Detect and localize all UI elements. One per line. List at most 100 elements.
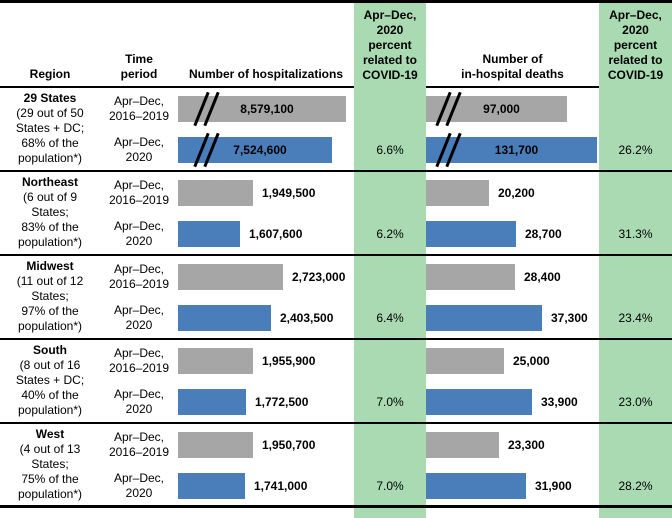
time-period-label: Apr–Dec, 2016–2019 (108, 261, 170, 291)
deaths-value-label: 97,000 (483, 101, 520, 116)
header-row: Region Time period Number of hospitaliza… (0, 0, 672, 88)
hosp-covid-pct-value: 7.0% (376, 478, 404, 493)
deaths-bar-2016-2019 (426, 179, 489, 206)
deaths-value-label: 37,300 (551, 310, 588, 325)
deaths-covid-pct-cell: 23.0% (599, 340, 672, 422)
group-row-midwest: Midwest (11 out of 12 States; 97% of the … (0, 256, 672, 340)
hosp-value-label: 1,772,500 (255, 394, 309, 409)
time-period-cell: Apr–Dec, 2016–2019 Apr–Dec, 2020 (100, 88, 178, 170)
time-period-label: Apr–Dec, 2020 (113, 134, 165, 164)
hosp-bar-2016-2019: 8,579,100 (178, 91, 346, 126)
time-period-label: Apr–Dec, 2020 (113, 218, 165, 248)
deaths-bar-2020 (426, 472, 526, 499)
region-cell-south: South (8 out of 16 States + DC; 40% of th… (0, 340, 100, 422)
hosp-bar-2020 (178, 388, 246, 415)
deaths-value-label: 28,400 (524, 269, 561, 284)
deaths-value-label: 25,000 (513, 353, 550, 368)
deaths-bar-cell: 28,400 37,300 (426, 256, 599, 338)
region-note: (29 out of 50 States + DC; 68% of the po… (15, 106, 85, 165)
deaths-covid-pct-value: 23.4% (618, 310, 653, 325)
group-row-northeast: Northeast (6 out of 9 States; 83% of the … (0, 172, 672, 256)
time-period-label: Apr–Dec, 2020 (113, 386, 165, 416)
region-name: Midwest (26, 259, 74, 273)
covid-pct-deaths-column-band (599, 0, 672, 518)
region-cell-midwest: Midwest (11 out of 12 States; 97% of the … (0, 256, 100, 338)
region-note: (6 out of 9 States; 83% of the populatio… (17, 190, 83, 249)
region-name: West (35, 427, 65, 441)
region-note: (4 out of 13 States; 75% of the populati… (17, 442, 83, 501)
time-period-cell: Apr–Dec, 2016–2019 Apr–Dec, 2020 (100, 172, 178, 254)
time-period-label: Apr–Dec, 2016–2019 (108, 93, 170, 123)
deaths-covid-pct-cell: 31.3% (599, 172, 672, 254)
hosp-value-label: 2,403,500 (280, 310, 334, 325)
deaths-bar-cell: 20,200 28,700 (426, 172, 599, 254)
hosp-bar-cell: 1,950,700 1,741,000 (178, 424, 354, 506)
deaths-value-label: 28,700 (525, 226, 562, 241)
region-cell-west: West (4 out of 13 States; 75% of the popu… (0, 424, 100, 506)
hosp-bar-2020: 7,524,600 (178, 132, 332, 167)
deaths-bar-cell: 23,300 31,900 (426, 424, 599, 506)
time-period-label: Apr–Dec, 2020 (113, 302, 165, 332)
hosp-bar-cell: 1,949,500 1,607,600 (178, 172, 354, 254)
hosp-covid-pct-cell: 7.0% (354, 424, 426, 506)
hosp-covid-pct-value: 6.2% (376, 226, 404, 241)
hosp-bar-2020 (178, 472, 245, 499)
deaths-value-label: 131,700 (494, 142, 539, 157)
hosp-bar-cell: 8,579,100 7,524,600 (178, 88, 354, 170)
time-period-label: Apr–Dec, 2016–2019 (108, 177, 170, 207)
hosp-value-label: 2,723,000 (292, 269, 346, 284)
hosp-covid-pct-cell: 6.2% (354, 172, 426, 254)
deaths-value-label: 23,300 (508, 437, 545, 452)
hosp-covid-pct-cell: 6.6% (354, 88, 426, 170)
hosp-value-label: 1,950,700 (262, 437, 316, 452)
region-cell-29-states: 29 States (29 out of 50 States + DC; 68% … (0, 88, 100, 170)
group-row-south: South (8 out of 16 States + DC; 40% of th… (0, 340, 672, 424)
hosp-covid-pct-value: 6.6% (376, 142, 404, 157)
region-name: 29 States (23, 91, 77, 105)
hosp-value-label: 1,949,500 (262, 185, 316, 200)
deaths-value-label: 31,900 (535, 478, 572, 493)
time-period-cell: Apr–Dec, 2016–2019 Apr–Dec, 2020 (100, 256, 178, 338)
hosp-covid-pct-value: 7.0% (376, 394, 404, 409)
header-region: Region (0, 3, 100, 88)
deaths-covid-pct-value: 31.3% (618, 226, 653, 241)
header-covid-pct-deaths: Apr–Dec, 2020 percent related to COVID-1… (607, 8, 664, 82)
header-deaths: Number of in-hospital deaths (426, 3, 599, 88)
hosp-bar-2020 (178, 304, 271, 331)
time-period-cell: Apr–Dec, 2016–2019 Apr–Dec, 2020 (100, 424, 178, 506)
time-period-label: Apr–Dec, 2016–2019 (108, 429, 170, 459)
deaths-bar-2016-2019 (426, 347, 504, 374)
time-period-label: Apr–Dec, 2016–2019 (108, 345, 170, 375)
deaths-bar-2020 (426, 388, 532, 415)
time-period-label: Apr–Dec, 2020 (113, 470, 165, 500)
hosp-covid-pct-cell: 7.0% (354, 340, 426, 422)
hosp-bar-cell: 2,723,000 2,403,500 (178, 256, 354, 338)
hosp-bar-cell: 1,955,900 1,772,500 (178, 340, 354, 422)
deaths-value-label: 33,900 (541, 394, 578, 409)
deaths-value-label: 20,200 (498, 185, 535, 200)
deaths-bar-cell: 25,000 33,900 (426, 340, 599, 422)
deaths-bar-2020: 131,700 (426, 132, 597, 167)
hosp-value-label: 1,955,900 (262, 353, 316, 368)
deaths-covid-pct-cell: 26.2% (599, 88, 672, 170)
deaths-covid-pct-value: 28.2% (618, 478, 653, 493)
region-note: (8 out of 16 States + DC; 40% of the pop… (15, 358, 85, 417)
deaths-bar-cell: 97,000 131,700 (426, 88, 599, 170)
deaths-covid-pct-cell: 28.2% (599, 424, 672, 506)
region-name: Northeast (21, 175, 78, 189)
hosp-bar-2016-2019 (178, 263, 283, 290)
hosp-bar-2016-2019 (178, 179, 253, 206)
region-cell-northeast: Northeast (6 out of 9 States; 83% of the … (0, 172, 100, 254)
hosp-value-label: 7,524,600 (233, 142, 287, 157)
hosp-covid-pct-cell: 6.4% (354, 256, 426, 338)
deaths-bar-2016-2019 (426, 263, 515, 290)
hosp-value-label: 1,607,600 (249, 226, 303, 241)
deaths-bar-2020 (426, 220, 516, 247)
hosp-bar-2016-2019 (178, 347, 253, 374)
region-name: South (33, 343, 67, 357)
hosp-bar-2020 (178, 220, 240, 247)
group-row-west: West (4 out of 13 States; 75% of the popu… (0, 424, 672, 508)
deaths-covid-pct-value: 23.0% (618, 394, 653, 409)
hosp-value-label: 1,741,000 (254, 478, 308, 493)
